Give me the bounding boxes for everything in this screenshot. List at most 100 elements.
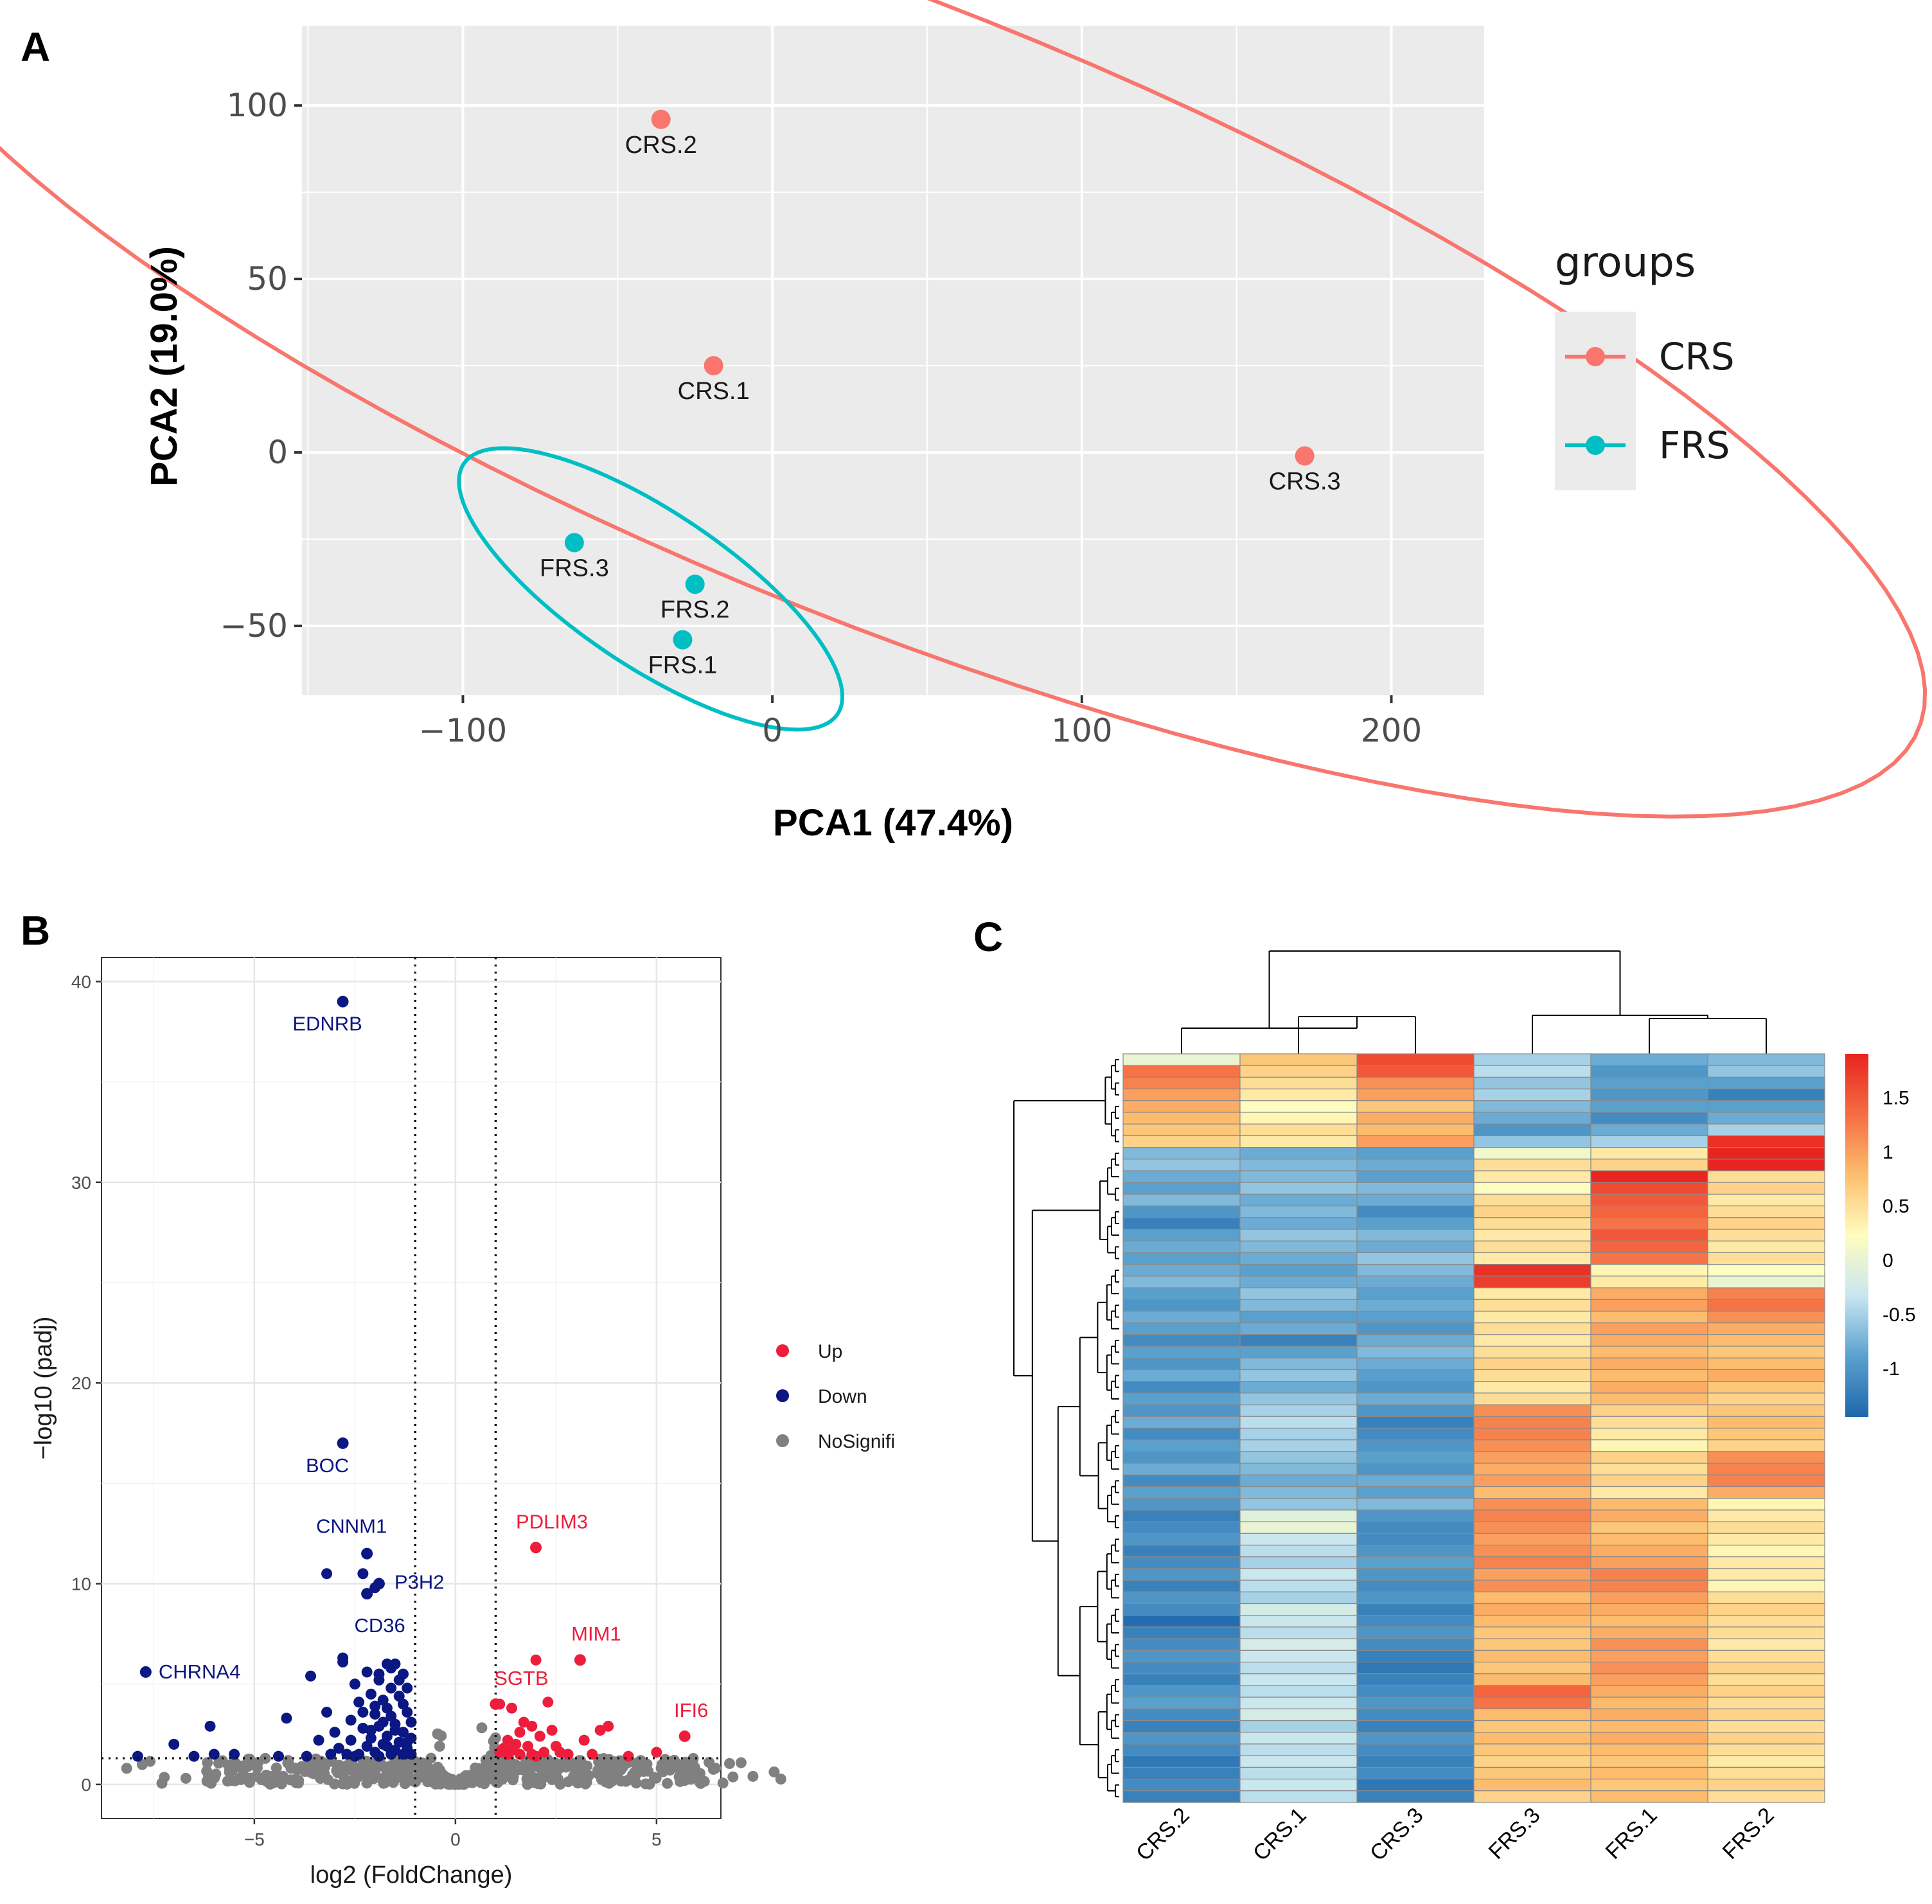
heatmap-cell [1473, 1089, 1591, 1101]
heatmap-cell [1122, 1591, 1241, 1605]
x-tick-label: −5 [244, 1829, 265, 1849]
point-nosignifi [349, 1777, 360, 1789]
point-nosignifi [480, 1754, 492, 1766]
gene-label-p3h2: P3H2 [394, 1571, 445, 1594]
point-nosignifi [355, 1766, 366, 1778]
heatmap-color-bar [1845, 1054, 1868, 1417]
heatmap-cell [1356, 1451, 1475, 1464]
heatmap-cell [1473, 1240, 1591, 1254]
heatmap-column-dendrogram [1181, 950, 1767, 1054]
point-down [272, 1750, 284, 1762]
heatmap-cell [1356, 1229, 1475, 1241]
point-nosignifi [724, 1757, 735, 1769]
heatmap-cell [1122, 1533, 1241, 1546]
heatmap-cell [1239, 1276, 1358, 1288]
heatmap-cell [1122, 1766, 1241, 1780]
legend-key-point-crs [1586, 347, 1605, 366]
heatmap-cell [1707, 1778, 1825, 1792]
heatmap-cell [1122, 1685, 1241, 1698]
heatmap-cell [1590, 1755, 1708, 1768]
heatmap-cell [1356, 1743, 1475, 1756]
heatmap-cell [1590, 1322, 1708, 1335]
heatmap-cell [1122, 1626, 1241, 1639]
heatmap-cell [1356, 1615, 1475, 1628]
heatmap-cell [1707, 1790, 1825, 1803]
heatmap-cell [1239, 1264, 1358, 1277]
heatmap-cell [1473, 1357, 1591, 1371]
point-nosignifi [206, 1777, 217, 1789]
column-label-frs-2: FRS.2 [1718, 1803, 1779, 1864]
point-up [538, 1747, 550, 1758]
heatmap-cell [1590, 1392, 1708, 1405]
color-scale-label: -0.5 [1883, 1304, 1916, 1326]
legend-key-point-frs [1586, 436, 1605, 455]
point-nosignifi [226, 1775, 237, 1786]
point-nosignifi [492, 1777, 503, 1788]
point-nosignifi [571, 1760, 582, 1772]
legend-label-down: Down [818, 1386, 867, 1407]
heatmap-cell [1122, 1673, 1241, 1686]
heatmap-cell [1590, 1123, 1708, 1137]
heatmap-cell [1239, 1661, 1358, 1675]
heatmap-cell [1239, 1089, 1358, 1101]
legend-label-crs: CRS [1659, 335, 1735, 378]
point-down [357, 1706, 369, 1718]
y-tick-label: 0 [267, 434, 288, 471]
point-up [534, 1731, 545, 1742]
heatmap-cell [1473, 1650, 1591, 1663]
point-nosignifi [432, 1728, 443, 1739]
heatmap-cell [1122, 1416, 1241, 1429]
heatmap-cell [1356, 1755, 1475, 1768]
heatmap-cell [1239, 1533, 1358, 1546]
heatmap-cell [1122, 1720, 1241, 1733]
point-up [542, 1696, 554, 1708]
heatmap-cell [1707, 1603, 1825, 1616]
heatmap-cell [1590, 1182, 1708, 1195]
point-nosignifi [497, 1765, 508, 1777]
heatmap-cell [1707, 1287, 1825, 1300]
point-nosignifi [483, 1770, 495, 1782]
heatmap-cell [1239, 1182, 1358, 1195]
heatmap-cell [1122, 1743, 1241, 1756]
heatmap-cell [1473, 1486, 1591, 1499]
point-ednrb [337, 995, 349, 1008]
gene-label-mim1: MIM1 [571, 1623, 621, 1645]
heatmap-cell [1239, 1299, 1358, 1312]
heatmap-cell [1239, 1076, 1358, 1090]
heatmap-cell [1122, 1474, 1241, 1488]
heatmap-cell [1356, 1123, 1475, 1137]
heatmap-cell [1122, 1100, 1241, 1113]
heatmap-cell [1590, 1673, 1708, 1686]
heatmap-cell [1356, 1790, 1475, 1803]
heatmap-cell [1590, 1287, 1708, 1300]
color-scale-label: 0.5 [1883, 1196, 1910, 1217]
heatmap-cell [1590, 1100, 1708, 1113]
heatmap-cell [1473, 1439, 1591, 1452]
heatmap-cell [1590, 1743, 1708, 1756]
gene-label-boc: BOC [306, 1454, 349, 1477]
point-nosignifi [775, 1774, 786, 1785]
volcano-gene-labels: EDNRB BOC CNNM1 P3H2 CD36 CHRNA4 PDLIM3 MIM1 SGT… [139, 995, 708, 1742]
heatmap-cell [1122, 1123, 1241, 1137]
heatmap-cell [1239, 1463, 1358, 1475]
heatmap-cell [1356, 1252, 1475, 1265]
heatmap-cell [1707, 1661, 1825, 1675]
heatmap-cell [1239, 1159, 1358, 1171]
heatmap-row-dendrogram [1013, 1059, 1119, 1797]
heatmap-cell [1239, 1416, 1358, 1429]
heatmap-cell [1356, 1673, 1475, 1686]
point-nosignifi [121, 1763, 132, 1774]
point-down [405, 1748, 417, 1760]
point-down [397, 1748, 409, 1760]
heatmap-cell [1707, 1732, 1825, 1745]
heatmap-cell [1239, 1685, 1358, 1698]
heatmap-cell [1356, 1206, 1475, 1218]
point-up [502, 1748, 513, 1760]
heatmap-cell [1239, 1790, 1358, 1803]
heatmap-cell [1356, 1065, 1475, 1078]
heatmap-cell [1239, 1544, 1358, 1558]
heatmap-cell [1122, 1217, 1241, 1230]
point-nosignifi [414, 1766, 425, 1778]
heatmap-cell [1122, 1708, 1241, 1722]
point-nosignifi [727, 1771, 739, 1783]
